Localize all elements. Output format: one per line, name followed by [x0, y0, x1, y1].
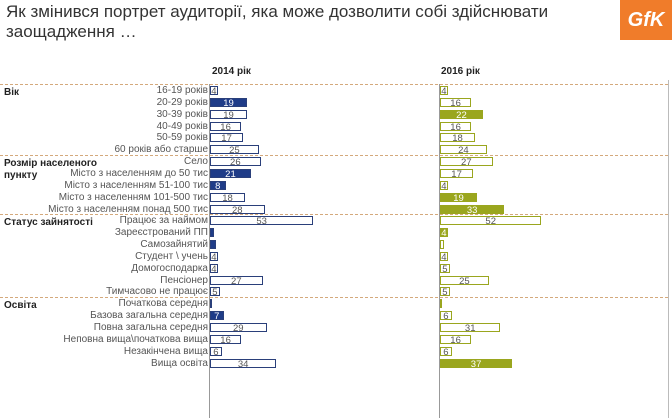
bar-2014: 4: [210, 251, 218, 263]
bar-2014: 28: [210, 204, 265, 215]
bar-2016: 52: [440, 216, 542, 227]
bar-2016: 16: [440, 121, 472, 132]
row-label: Місто з населенням 101-500 тис: [58, 191, 208, 203]
bar-2014: 5: [210, 287, 220, 298]
bar-2014: [210, 240, 216, 250]
row-label: Місто з населенням до 50 тис: [70, 167, 208, 179]
row-label: Місто з населенням понад 500 тис: [48, 203, 208, 215]
bar-2016: 19: [440, 192, 478, 203]
bar-2014: 16: [210, 121, 242, 132]
row-label: 30-39 років: [156, 108, 208, 120]
row-label: Домогосподарка: [131, 262, 208, 274]
bar-2016: [440, 299, 442, 309]
bar-2014: [210, 299, 212, 309]
row-label: Тимчасово не працює: [106, 286, 208, 298]
bar-2014: 34: [210, 358, 277, 369]
bar-2016: 31: [440, 323, 501, 333]
series-label-2016: 2016 рік: [441, 66, 480, 77]
row-label: 40-49 років: [156, 120, 208, 132]
axis-2014: [209, 84, 210, 418]
row-label: Село: [184, 156, 208, 168]
row-label: Студент \ учень: [135, 250, 208, 262]
bar-2014: 7: [210, 311, 224, 321]
bar-2014: 16: [210, 334, 242, 345]
row-label: Самозайнятий: [140, 239, 208, 251]
group-label: Статус зайнятості: [4, 217, 93, 229]
row-label: 16-19 років: [156, 85, 208, 96]
bar-2014: 25: [210, 145, 259, 156]
bar-2016: 5: [440, 287, 450, 298]
group-label: Розмір населеного пункту: [4, 158, 97, 182]
bar-2016: 5: [440, 263, 450, 274]
bar-2016: 16: [440, 97, 472, 108]
group-separator: [0, 213, 668, 215]
bar-2014: 27: [210, 275, 263, 286]
group-separator: [0, 296, 668, 298]
bar-2016: 37: [440, 358, 513, 369]
page-title: Як змінився портрет аудиторії, яка може …: [6, 2, 549, 41]
row-label: Неповна вища\початкова вища: [63, 333, 208, 345]
row-label: Вища освіта: [151, 357, 208, 369]
row-label: Зареєстрований ПП: [114, 227, 208, 239]
bar-2014: 18: [210, 192, 246, 203]
bar-2014: 4: [210, 86, 218, 97]
bar-2014: 17: [210, 133, 244, 144]
bar-2016: 4: [440, 180, 448, 192]
group-separator: [0, 154, 668, 156]
axis-2016: [439, 84, 440, 418]
row-label: Повна загальна середня: [93, 322, 208, 333]
bar-2016: 4: [440, 228, 448, 240]
bar-2016: 6: [440, 311, 452, 321]
group-label: Освіта: [4, 300, 37, 312]
bar-2016: 17: [440, 168, 474, 179]
bar-2016: 27: [440, 157, 493, 167]
group-label: Вік: [4, 87, 20, 98]
row-label: 50-59 років: [156, 132, 208, 144]
row-label: Пенсіонер: [160, 274, 208, 286]
bar-2014: 53: [210, 216, 314, 227]
bar-2014: 19: [210, 97, 248, 108]
bar-2014: 4: [210, 263, 218, 275]
row-label: 60 років або старше: [114, 144, 208, 156]
bar-2016: [440, 240, 444, 250]
bar-2016: 18: [440, 133, 476, 144]
group-separator: [0, 83, 668, 85]
bar-2016: 4: [440, 86, 448, 97]
bar-2014: 26: [210, 157, 261, 167]
row-label: Місто з населенням 51-100 тис: [64, 179, 208, 191]
right-border: [668, 80, 669, 418]
bar-2016: 6: [440, 346, 452, 357]
row-label: Незакінчена вища: [123, 345, 208, 357]
gfk-logo: GfK: [620, 0, 672, 40]
bar-2014: 29: [210, 323, 267, 333]
bar-2016: 25: [440, 275, 489, 286]
bar-2014: 8: [210, 180, 226, 191]
bar-2016: 24: [440, 145, 487, 156]
bar-2014: 19: [210, 109, 248, 120]
row-label: Працює за наймом: [119, 215, 208, 227]
row-label: 20-29 років: [156, 96, 208, 108]
bar-2014: 6: [210, 346, 222, 357]
bar-2016: 22: [440, 109, 483, 120]
bar-2016: 16: [440, 334, 472, 345]
bar-2016: 4: [440, 251, 448, 263]
bar-2014: 21: [210, 168, 251, 179]
bar-2014: [210, 228, 214, 238]
bar-2016: 33: [440, 204, 505, 215]
series-label-2014: 2014 рік: [212, 66, 251, 77]
row-label: Початкова середня: [118, 298, 209, 310]
row-label: Базова загальна середня: [90, 310, 208, 322]
